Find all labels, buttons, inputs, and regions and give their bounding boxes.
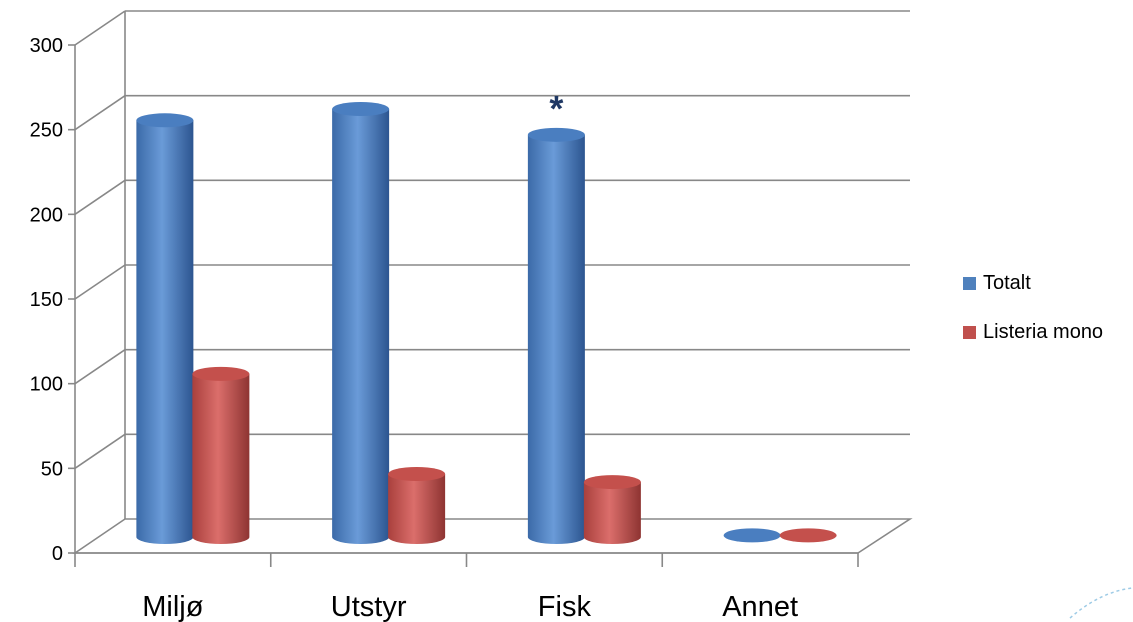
bar-listeria-mono — [583, 482, 641, 544]
bar-totalt — [527, 134, 585, 545]
bar-listeria-mono — [192, 373, 250, 544]
gridline-side — [74, 433, 126, 469]
bar-top-totalt — [527, 127, 585, 142]
corner-decoration — [1069, 587, 1133, 619]
legend-swatch — [963, 277, 976, 290]
x-tick-label: Utstyr — [331, 591, 407, 622]
y-tick-label: 0 — [52, 543, 63, 565]
x-tick-label: Annet — [722, 591, 798, 622]
y-tick-label: 50 — [41, 458, 63, 480]
bar-top-listeria-mono — [388, 467, 446, 482]
y-tick-label: 250 — [30, 120, 63, 142]
bar-listeria-mono — [388, 474, 446, 544]
bar-totalt — [332, 109, 390, 544]
x-tick-label: Fisk — [538, 591, 592, 622]
legend-swatch — [963, 326, 976, 339]
x-tick-label: Miljø — [142, 591, 203, 622]
gridline-side — [74, 179, 126, 215]
category-axis: Miljø Utstyr Fisk Annet — [74, 552, 859, 622]
legend-label: Listeria mono — [983, 321, 1103, 343]
value-axis: 0 50 100 150 200 250 300 — [30, 35, 76, 565]
bar-top-listeria-mono — [583, 475, 641, 490]
bar-top-listeria-mono — [779, 528, 837, 543]
gridline-side — [74, 349, 126, 385]
chart-walls — [72, 10, 913, 554]
y-tick-label: 100 — [30, 374, 63, 396]
gridline-side — [74, 10, 126, 46]
bar-top-listeria-mono — [192, 366, 250, 381]
annotations: * — [549, 88, 563, 129]
y-tick-label: 150 — [30, 289, 63, 311]
bar-top-totalt — [723, 528, 781, 543]
y-tick-label: 300 — [30, 35, 63, 57]
bar-totalt — [136, 120, 194, 544]
bar-top-totalt — [136, 113, 194, 128]
y-tick-label: 200 — [30, 204, 63, 226]
gridline-side — [74, 95, 126, 131]
significance-asterisk: * — [549, 88, 563, 129]
gridline-side — [74, 264, 126, 300]
legend: Totalt Listeria mono — [963, 272, 1103, 343]
legend-label: Totalt — [983, 272, 1031, 294]
bars — [136, 102, 837, 545]
bar-top-totalt — [332, 102, 390, 116]
